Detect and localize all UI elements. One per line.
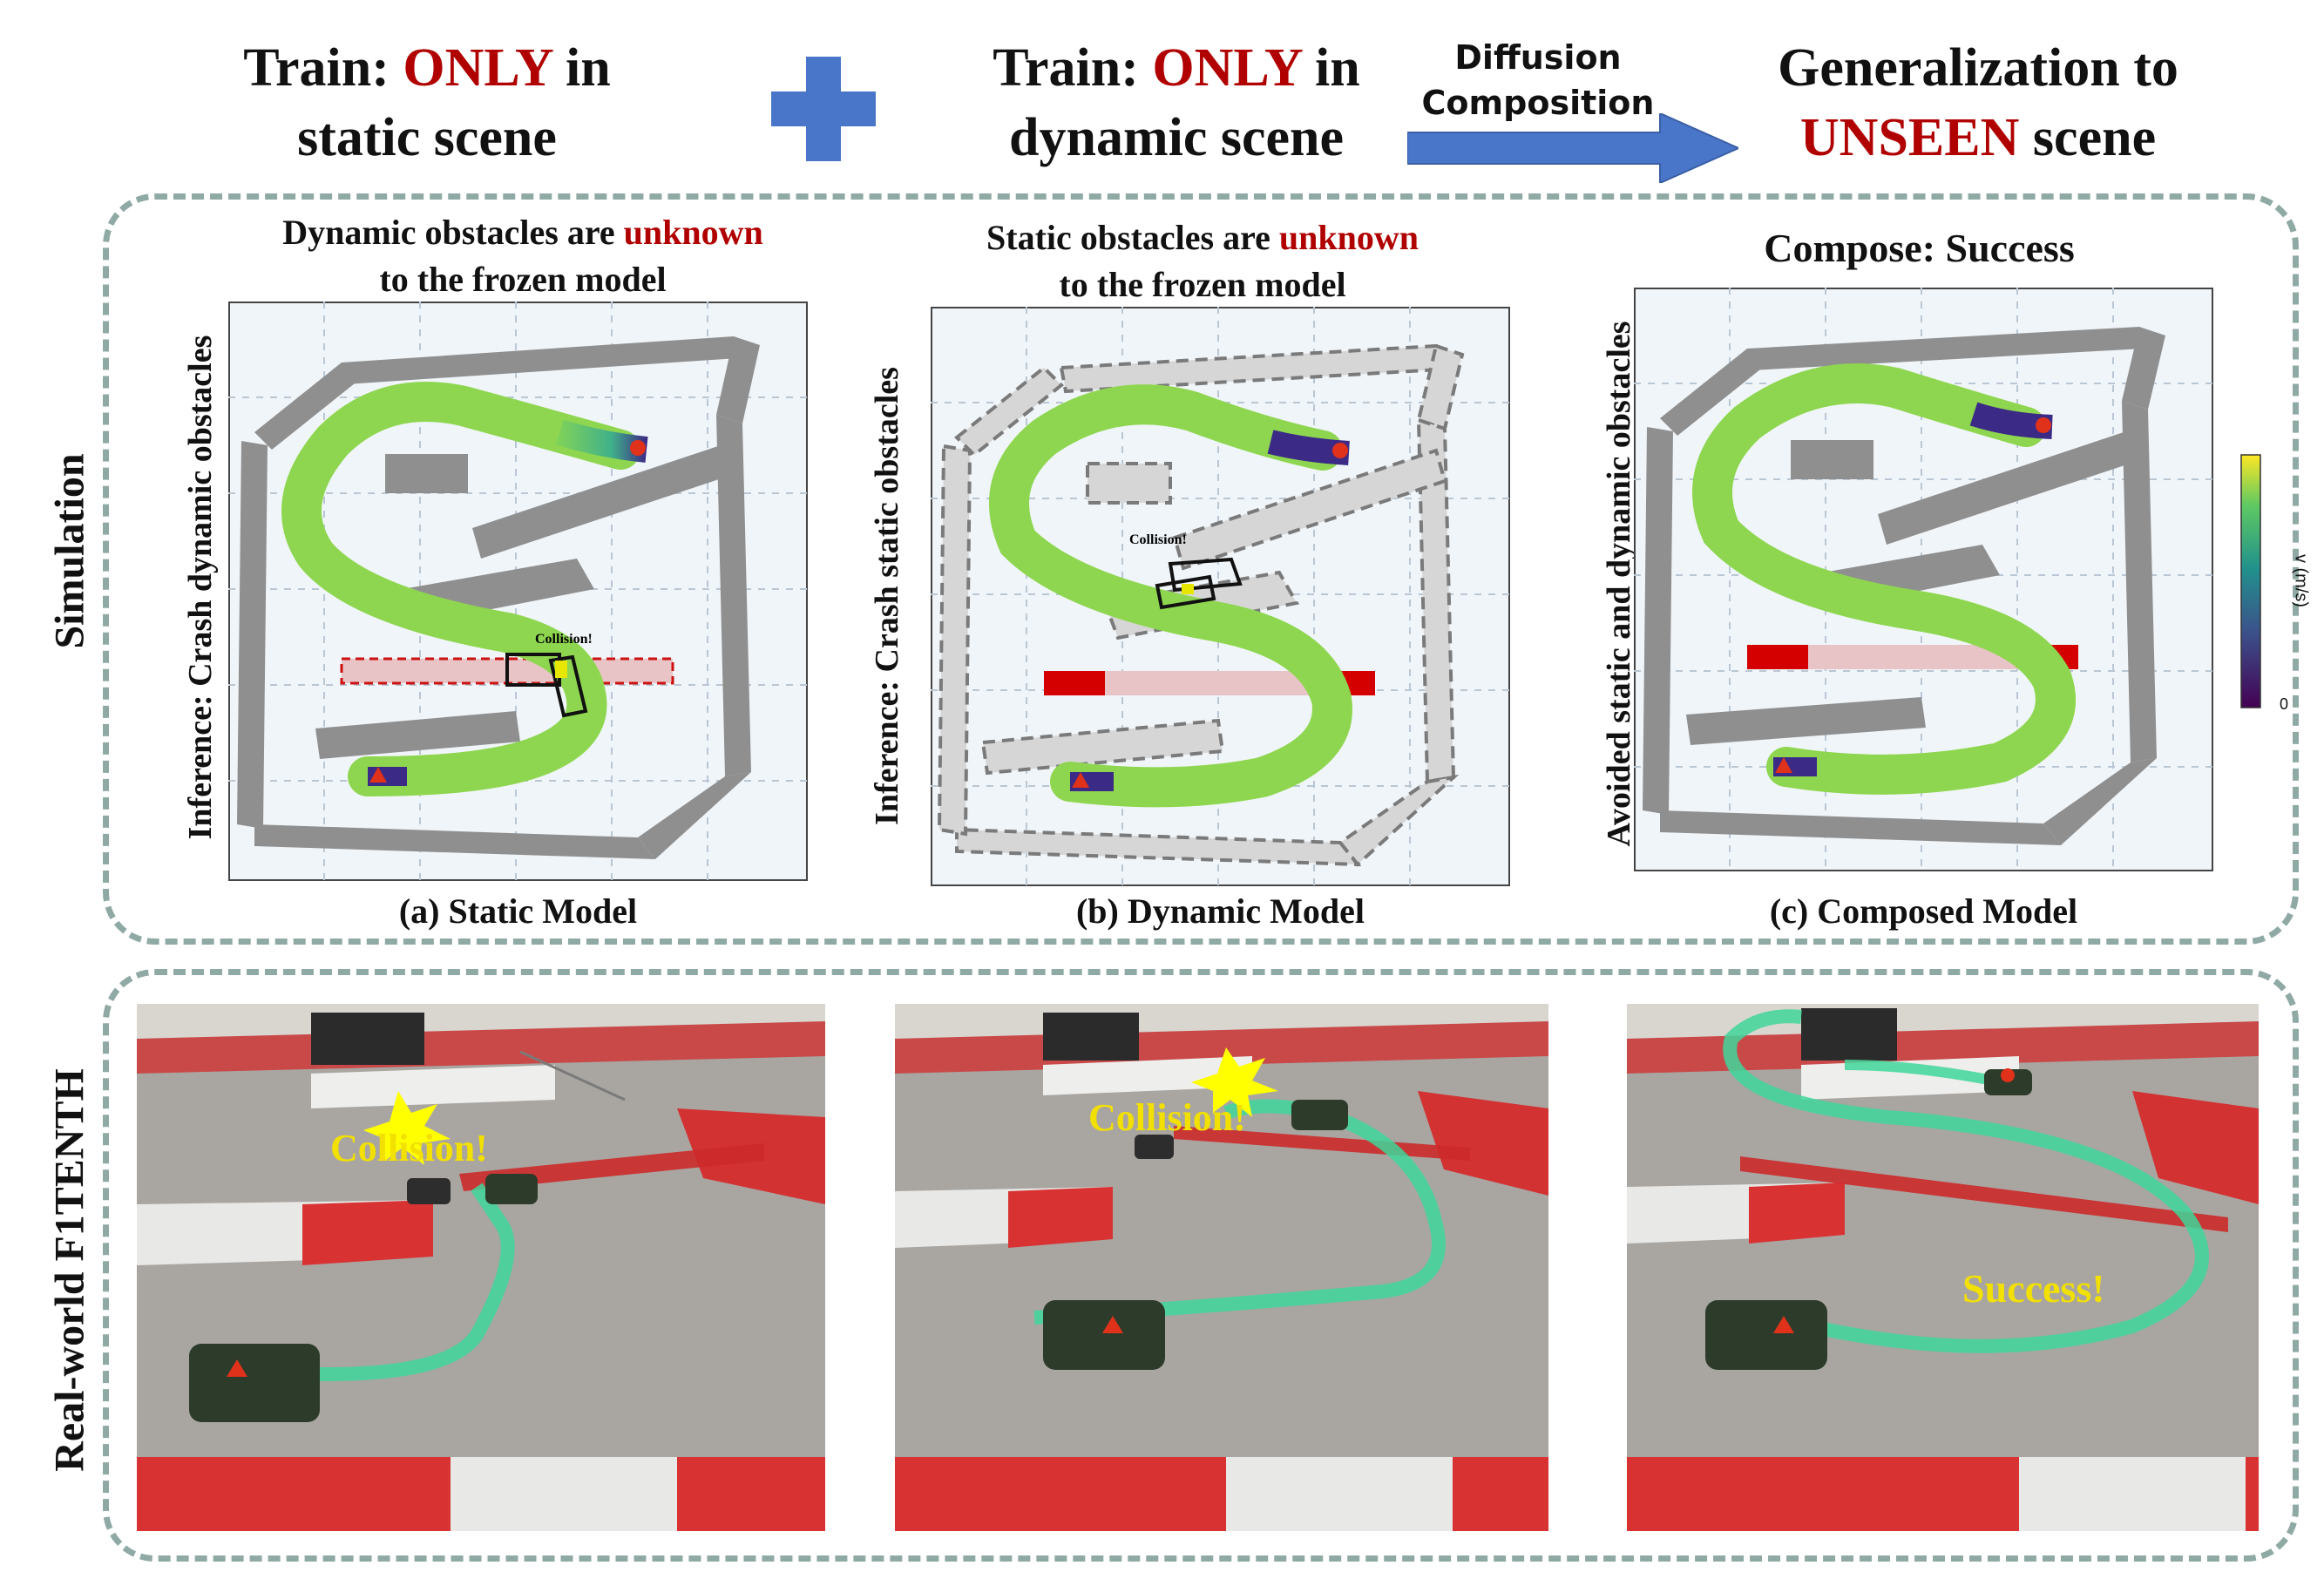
colorbar xyxy=(2240,454,2261,708)
diffusion-composition-label: Diffusion Composition xyxy=(1421,38,1655,122)
panel-a-collision-label: Collision! xyxy=(535,632,593,647)
panel-a-side-label: Inference: Crash dynamic obstacles xyxy=(182,335,219,840)
real-world-photo-2: Collision! xyxy=(895,1004,1548,1531)
header-generalization: Generalization to UNSEEN scene xyxy=(1778,38,2178,167)
panel-b-map: Collision! xyxy=(931,307,1510,886)
header-dynamic-train: Train: ONLY in dynamic scene xyxy=(993,38,1360,167)
panel-b-title: Static obstacles are unknown to the froz… xyxy=(986,218,1419,304)
panel-a-title: Dynamic obstacles are unknown to the fro… xyxy=(282,213,763,299)
photo-3-success-label: Success! xyxy=(1962,1266,2105,1311)
real-world-photo-3: Success! xyxy=(1627,1004,2259,1531)
panel-a-map: Collision! xyxy=(228,302,808,881)
row-label-simulation: Simulation xyxy=(46,453,93,649)
panel-b-collision-label: Collision! xyxy=(1129,532,1187,547)
arrow-right-icon xyxy=(1407,113,1738,183)
header-static-train: Train: ONLY in static scene xyxy=(243,38,611,167)
colorbar-tick-min: 0 xyxy=(2280,695,2289,713)
panel-c-caption: (c) Composed Model xyxy=(1769,891,2078,931)
panel-c-title: Compose: Success xyxy=(1764,226,2075,270)
plus-icon xyxy=(771,57,876,161)
real-world-frame xyxy=(103,969,2299,1562)
photo-1-collision-label: Collision! xyxy=(330,1127,488,1169)
simulation-frame xyxy=(103,193,2299,945)
photo-2-collision-label: Collision! xyxy=(1088,1096,1246,1139)
panel-b-side-label: Inference: Crash static obstacles xyxy=(869,367,905,825)
real-world-photo-1: Collision! xyxy=(137,1004,825,1531)
colorbar-label: v (m/s) xyxy=(2291,553,2311,608)
panel-c-side-label: Avoided static and dynamic obstacles xyxy=(1601,321,1637,847)
panel-b-caption: (b) Dynamic Model xyxy=(1075,891,1365,931)
panel-c-map xyxy=(1634,288,2213,871)
panel-a-caption: (a) Static Model xyxy=(398,891,638,931)
row-label-real-world: Real-world F1TENTH xyxy=(46,1068,93,1472)
